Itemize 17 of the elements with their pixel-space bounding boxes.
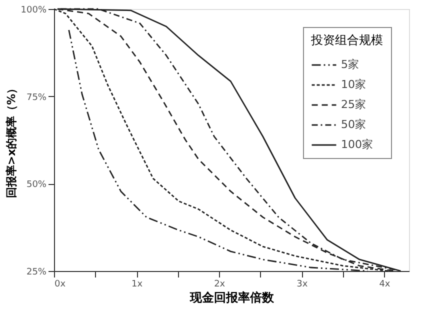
x-axis-title: 现金回报率倍数 — [189, 290, 275, 304]
legend-label: 5家 — [341, 58, 359, 71]
y-axis-title: 回报率>x的概率（%） — [4, 82, 18, 198]
legend-label: 50家 — [341, 118, 366, 131]
x-tick-label: 0x — [54, 280, 66, 290]
y-tick-label: 100% — [20, 6, 47, 16]
x-tick-label: 3x — [296, 280, 308, 290]
x-tick-label: 4x — [379, 280, 391, 290]
legend-title: 投资组合规模 — [310, 33, 383, 47]
legend-label: 25家 — [341, 98, 366, 111]
legend-label: 10家 — [341, 78, 366, 91]
legend-label: 100家 — [341, 138, 373, 151]
y-tick-label: 25% — [26, 268, 47, 278]
x-tick-label: 1x — [132, 280, 144, 290]
y-tick-label: 50% — [26, 180, 47, 190]
x-tick-label: 2x — [214, 280, 226, 290]
y-tick-label: 75% — [26, 92, 47, 103]
